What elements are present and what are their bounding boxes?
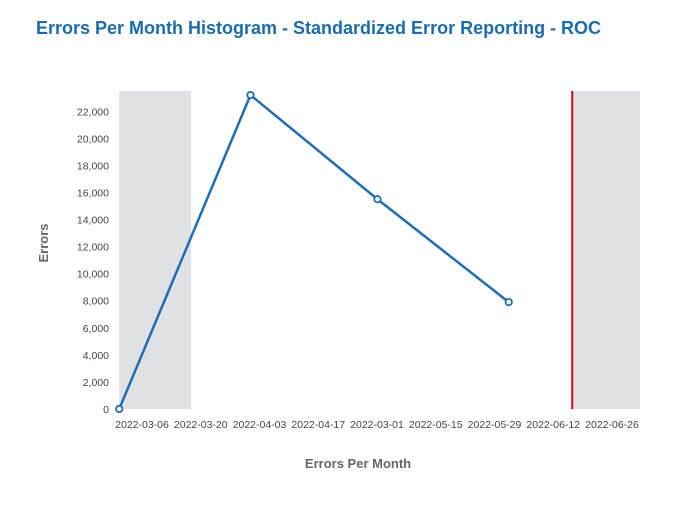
- y-tick-label: 2,000: [83, 377, 109, 389]
- shaded-region-1: [572, 91, 640, 409]
- shaded-regions: [119, 91, 640, 409]
- x-tick-label: 2022-05-15: [409, 419, 463, 431]
- y-tick-label: 20,000: [77, 133, 109, 145]
- shaded-region-0: [119, 91, 192, 409]
- y-tick-label: 4,000: [83, 350, 109, 362]
- y-tick-label: 22,000: [77, 106, 109, 118]
- y-axis-ticks: 0 2,000 4,000 6,000 8,000 10,000 12,000 14,000 1…: [77, 106, 109, 416]
- y-tick-label: 10,000: [77, 269, 109, 281]
- x-tick-label: 2022-05-29: [468, 419, 522, 431]
- x-tick-label: 2022-03-06: [115, 419, 169, 431]
- x-tick-label: 2022-04-03: [233, 419, 287, 431]
- data-point[interactable]: [246, 90, 255, 100]
- y-tick-label: 0: [103, 404, 109, 416]
- y-tick-label: 14,000: [77, 215, 109, 227]
- data-point[interactable]: [373, 195, 382, 204]
- y-tick-label: 18,000: [77, 160, 109, 172]
- y-tick-label: 16,000: [77, 187, 109, 199]
- y-tick-label: 6,000: [83, 323, 109, 335]
- chart-title: Errors Per Month Histogram - Standardize…: [36, 18, 602, 38]
- x-tick-label: 2022-04-17: [291, 419, 345, 431]
- series-layer: [115, 90, 513, 414]
- x-tick-label: 2022-03-01: [350, 419, 404, 431]
- data-point[interactable]: [504, 297, 513, 307]
- data-point[interactable]: [115, 404, 124, 414]
- y-tick-label: 12,000: [77, 242, 109, 254]
- x-tick-label: 2022-03-20: [174, 419, 228, 431]
- x-tick-label: 2022-06-12: [526, 419, 580, 431]
- series-line-0: [118, 93, 510, 410]
- x-axis-title: Errors Per Month: [305, 456, 411, 471]
- y-axis-title: Errors: [36, 223, 51, 262]
- x-tick-label: 2022-06-26: [585, 419, 639, 431]
- y-tick-label: 8,000: [83, 296, 109, 308]
- x-axis-ticks: 2022-03-06 2022-03-20 2022-04-03 2022-04-17…: [115, 419, 639, 431]
